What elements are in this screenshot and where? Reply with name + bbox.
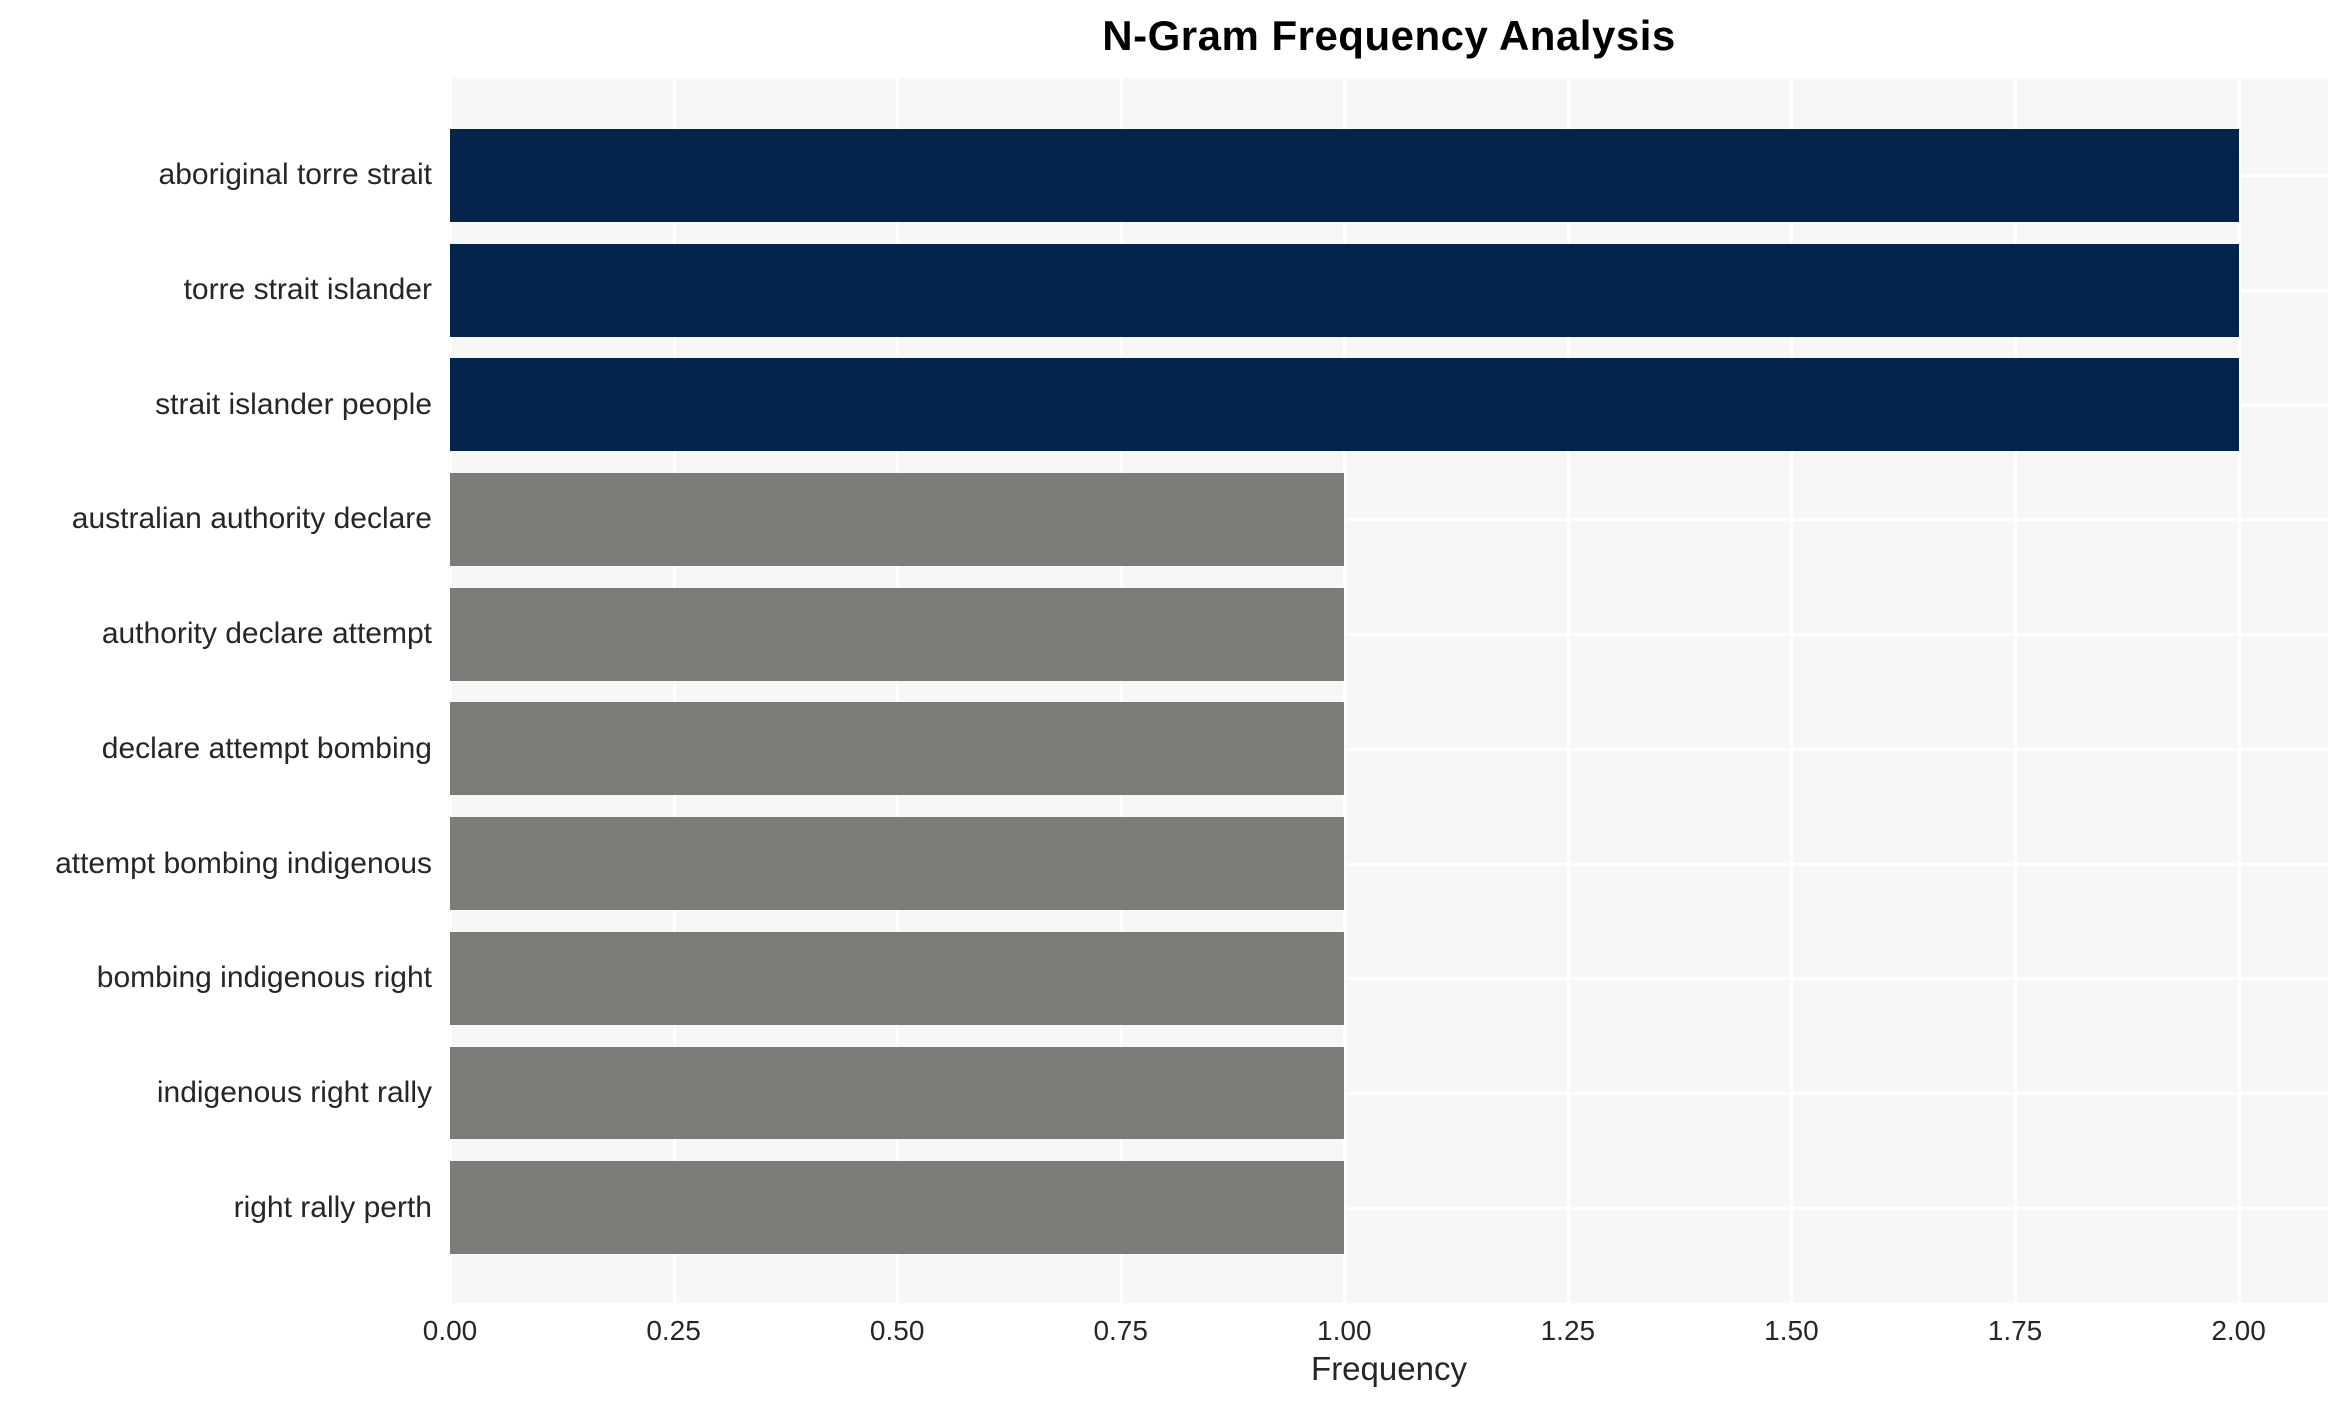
category-label: indigenous right rally — [156, 1075, 432, 1109]
bar — [450, 1161, 1345, 1255]
bar — [450, 1046, 1345, 1140]
vertical-gridline — [2237, 78, 2241, 1303]
category-label: australian authority declare — [71, 502, 432, 536]
x-tick-label: 1.00 — [1317, 1315, 1372, 1346]
bar-row — [450, 462, 2328, 577]
category-label: strait islander people — [155, 387, 432, 421]
vertical-gridline — [896, 78, 900, 1303]
x-tick-label: 0.75 — [1093, 1315, 1148, 1346]
bar-row — [450, 1036, 2328, 1151]
horizontal-gridline — [450, 977, 2328, 981]
bar — [450, 817, 1345, 911]
bar-row — [450, 921, 2328, 1036]
x-axis: 0.00 0.25 0.50 0.75 1.00 1.25 1.50 1.75 2.00 — [423, 1303, 2328, 1347]
bar — [450, 358, 2239, 452]
plot-area — [449, 78, 2328, 1303]
x-tick-label: 1.25 — [1540, 1315, 1596, 1346]
bar-row — [450, 118, 2328, 233]
category-label: aboriginal torre strait — [158, 158, 432, 192]
chart-title: N-Gram Frequency Analysis — [1102, 12, 1676, 59]
x-tick-label: 0.25 — [646, 1315, 701, 1346]
category-label: declare attempt bombing — [101, 731, 432, 765]
category-label: authority declare attempt — [101, 617, 432, 651]
category-label: attempt bombing indigenous — [55, 846, 432, 880]
horizontal-gridline — [450, 747, 2328, 751]
bar-row — [450, 347, 2328, 462]
vertical-gridline — [1790, 78, 1794, 1303]
bar — [450, 931, 1345, 1025]
horizontal-gridline — [450, 1206, 2328, 1210]
bar — [450, 243, 2239, 337]
bar — [450, 702, 1345, 796]
x-tick-label: 2.00 — [2211, 1315, 2266, 1346]
x-tick-label: 1.75 — [1987, 1315, 2043, 1346]
vertical-gridline — [672, 78, 676, 1303]
bar-rows — [450, 78, 2328, 1303]
x-tick-label: 0.00 — [422, 1315, 478, 1346]
bar-row — [450, 806, 2328, 921]
vertical-gridline — [1343, 78, 1347, 1303]
bar-row — [450, 1150, 2328, 1265]
bar-row — [450, 577, 2328, 692]
vertical-gridline — [2014, 78, 2017, 1303]
bar — [450, 587, 1345, 681]
horizontal-gridline — [450, 862, 2328, 866]
x-tick-label: 1.50 — [1764, 1315, 1819, 1346]
category-label: bombing indigenous right — [96, 961, 432, 995]
vertical-gridline — [1119, 78, 1123, 1303]
horizontal-gridline — [450, 518, 2328, 522]
bar — [450, 473, 1345, 566]
vertical-gridline — [1566, 78, 1570, 1303]
bar-row — [450, 692, 2328, 807]
bar-row — [450, 233, 2328, 348]
bar — [450, 128, 2239, 222]
horizontal-gridline — [450, 1091, 2328, 1095]
horizontal-gridline — [450, 633, 2328, 637]
x-axis-label: Frequency — [1311, 1350, 1467, 1387]
y-axis-labels: aboriginal torre strait torre strait isla… — [0, 78, 432, 1303]
vertical-gridline — [449, 78, 452, 1303]
category-label: right rally perth — [233, 1190, 432, 1224]
x-tick-label: 0.50 — [869, 1315, 925, 1346]
category-label: torre strait islander — [183, 273, 432, 307]
